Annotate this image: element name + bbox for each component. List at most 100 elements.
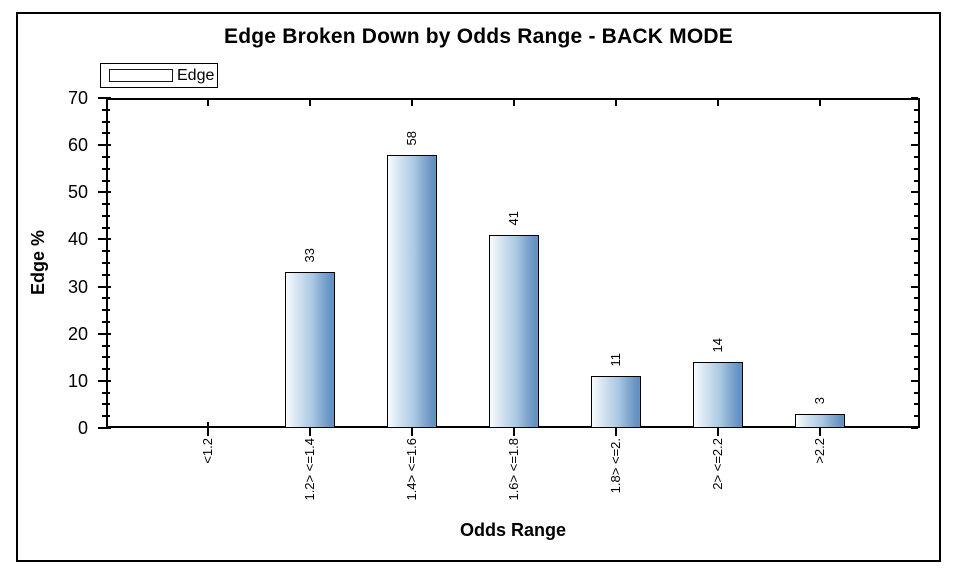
y-minor-tick-right [914, 309, 918, 312]
y-minor-tick-right [914, 214, 918, 217]
y-minor-tick-right [914, 320, 918, 323]
bar-value-label: 14 [710, 337, 725, 352]
y-minor-tick-right [914, 356, 918, 359]
x-tick-label: 1.8> <=2. [608, 438, 623, 494]
bar [795, 414, 845, 428]
x-category-tick-bottom [819, 422, 821, 436]
y-major-tick-left [98, 285, 111, 288]
x-tick-label: 1.2> <=1.4 [302, 438, 317, 501]
y-minor-tick-right [914, 250, 918, 253]
legend: Edge [100, 63, 218, 88]
y-minor-tick-left [102, 344, 110, 347]
x-category-tick-top [819, 100, 821, 106]
y-minor-tick-right [914, 226, 918, 229]
y-minor-tick-left [102, 167, 110, 170]
x-tick-label: 1.6> <=1.8 [506, 438, 521, 501]
y-minor-tick-left [102, 297, 110, 300]
x-category-tick-bottom [615, 422, 617, 436]
y-tick-label: 10 [67, 370, 88, 391]
y-minor-tick-left [102, 132, 110, 135]
y-major-tick-right [911, 427, 918, 429]
x-tick-label: 1.4> <=1.6 [404, 438, 419, 501]
x-axis-title: Odds Range [459, 520, 566, 540]
y-minor-tick-right [914, 273, 918, 276]
y-major-tick-left [98, 332, 111, 335]
y-major-tick-left [98, 144, 111, 147]
y-minor-tick-right [914, 262, 918, 264]
x-tick-label: 2> <=2.2 [710, 438, 725, 490]
y-major-tick-left [98, 97, 111, 99]
y-tick-label: 40 [67, 229, 88, 250]
bar [387, 155, 437, 428]
y-major-tick-right [911, 144, 918, 147]
x-tick-label: <1.2 [200, 438, 215, 464]
y-minor-tick-right [914, 132, 918, 135]
y-minor-tick-right [914, 155, 918, 158]
y-major-tick-right [911, 379, 918, 382]
bar-value-label: 58 [404, 130, 419, 145]
x-tick-label: >2.2 [812, 438, 827, 464]
y-minor-tick-left [102, 250, 110, 253]
y-minor-tick-left [102, 415, 110, 418]
y-minor-tick-right [914, 391, 918, 394]
bar [693, 362, 743, 428]
y-major-tick-left [98, 379, 111, 382]
y-minor-tick-left [102, 309, 110, 312]
y-minor-tick-right [914, 403, 918, 406]
y-tick-label: 30 [67, 276, 88, 297]
x-category-tick-bottom [717, 422, 719, 436]
y-tick-label: 20 [67, 323, 88, 344]
bar [489, 235, 539, 428]
bar [591, 376, 641, 428]
x-category-tick-top [309, 100, 311, 106]
y-major-tick-right [911, 97, 918, 99]
x-category-tick-top [207, 100, 209, 106]
y-minor-tick-left [102, 320, 110, 323]
x-category-tick-top [717, 100, 719, 106]
legend-series-label: Edge [177, 67, 215, 84]
chart-title: Edge Broken Down by Odds Range - BACK MO… [224, 25, 733, 48]
y-minor-tick-left [102, 179, 110, 182]
legend-swatch-gradient [109, 69, 173, 82]
y-minor-tick-left [102, 203, 110, 206]
x-category-tick-bottom [309, 422, 311, 436]
x-category-tick-top [615, 100, 617, 106]
bar-value-label: 11 [608, 352, 623, 367]
y-minor-tick-left [102, 368, 110, 371]
y-tick-label: 0 [77, 418, 88, 438]
y-tick-label: 60 [67, 135, 88, 156]
y-minor-tick-left [102, 391, 110, 394]
y-major-tick-left [98, 427, 111, 429]
y-minor-tick-left [102, 120, 110, 123]
bar-value-label: 41 [506, 210, 521, 225]
bar-value-label: 33 [302, 247, 317, 262]
y-minor-tick-left [102, 155, 110, 158]
y-major-tick-right [911, 238, 918, 241]
bar [285, 272, 335, 428]
x-category-tick-bottom [411, 422, 413, 436]
y-major-tick-left [98, 238, 111, 241]
x-category-tick-bottom [207, 422, 209, 436]
y-minor-tick-right [914, 120, 918, 123]
y-minor-tick-left [102, 273, 110, 276]
y-minor-tick-left [102, 262, 110, 264]
y-minor-tick-left [102, 108, 110, 111]
y-major-tick-right [911, 285, 918, 288]
y-minor-tick-right [914, 415, 918, 418]
y-minor-tick-left [102, 356, 110, 359]
y-major-tick-right [911, 191, 918, 194]
y-minor-tick-right [914, 179, 918, 182]
x-category-tick-top [513, 100, 515, 106]
y-minor-tick-left [102, 226, 110, 229]
y-minor-tick-right [914, 167, 918, 170]
y-tick-label: 50 [67, 182, 88, 203]
y-major-tick-right [911, 332, 918, 335]
y-minor-tick-left [102, 214, 110, 217]
bar-value-label: 3 [812, 396, 827, 404]
y-tick-label: 70 [67, 88, 88, 108]
y-minor-tick-right [914, 344, 918, 347]
y-minor-tick-right [914, 297, 918, 300]
x-category-tick-top [411, 100, 413, 106]
x-category-tick-bottom [513, 422, 515, 436]
